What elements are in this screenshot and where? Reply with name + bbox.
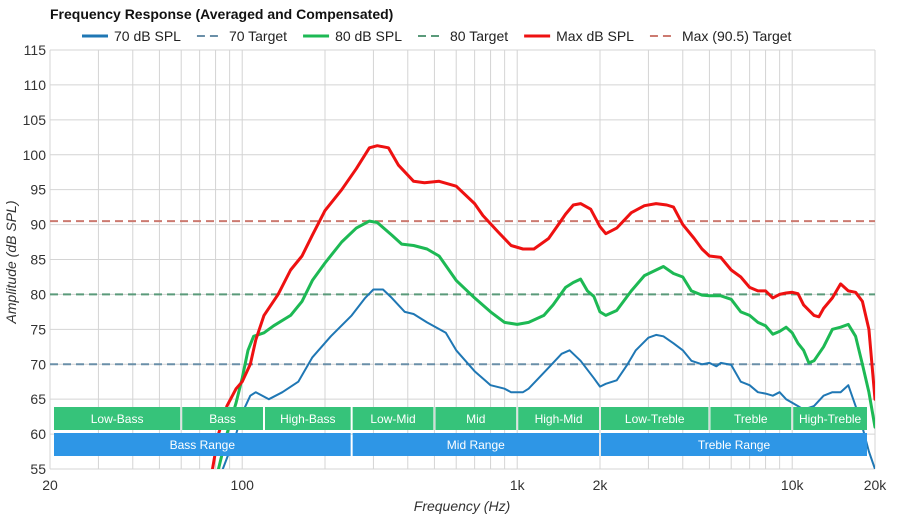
series-line [211,144,875,469]
x-tick-label: 1k [510,477,526,493]
x-tick-label: 10k [781,477,805,493]
band-block [352,407,434,430]
band-label: Bass Range [170,438,236,452]
legend-label: Max dB SPL [556,28,634,44]
band-block [54,433,351,456]
y-tick-label: 110 [24,77,47,93]
y-tick-label: 100 [23,147,47,163]
axes: 55 60 65 70 75 80 85 90 95 100 105 110 115 20 100 1k 2k 1… [23,42,888,493]
y-tick-label: 60 [30,426,46,442]
y-tick-label: 75 [30,321,46,337]
legend-label: Max (90.5) Target [682,28,792,44]
band-block [352,433,599,456]
band-block [54,407,181,430]
band-label: Low-Treble [625,412,685,426]
x-tick-label: 2k [593,477,609,493]
series-lines [211,144,875,469]
y-tick-label: 115 [24,42,47,58]
legend-label: 70 dB SPL [114,28,181,44]
band-label: Low-Bass [91,412,144,426]
x-axis-label: Frequency (Hz) [414,498,510,514]
series-line [217,219,875,469]
band-block [793,407,867,430]
band-block [518,407,599,430]
x-tick-label: 20k [864,477,888,493]
grid-lines [49,49,876,470]
chart-title: Frequency Response (Averaged and Compens… [50,6,393,22]
y-tick-label: 105 [23,112,47,128]
legend-label: 80 Target [450,28,508,44]
band-label: Mid Range [447,438,505,452]
legend-label: 80 dB SPL [335,28,402,44]
band-block [264,407,351,430]
x-tick-label: 20 [42,477,58,493]
series-line [221,288,875,469]
chart-legend: 70 dB SPL 70 Target 80 dB SPL 80 Target Max … [82,28,792,44]
y-tick-label: 85 [30,252,46,268]
y-tick-label: 95 [30,182,46,198]
band-block [601,433,867,456]
band-label: Mid [466,412,485,426]
band-label: Bass [209,412,236,426]
y-tick-label: 65 [30,391,46,407]
band-label: Treble [734,412,768,426]
y-tick-label: 70 [30,356,46,372]
band-block [435,407,517,430]
y-axis-label: Amplitude (dB SPL) [3,201,19,325]
band-block [710,407,792,430]
band-label: High-Mid [535,412,583,426]
band-label: Low-Mid [370,412,415,426]
frequency-bands: Low-Bass Bass High-Bass Low-Mid Mid High-Mid L… [54,407,867,456]
band-block [182,407,263,430]
x-tick-label: 100 [231,477,255,493]
band-label: High-Treble [799,412,862,426]
y-tick-label: 90 [30,217,46,233]
band-label: Treble Range [698,438,771,452]
band-label: High-Bass [280,412,335,426]
legend-label: 70 Target [229,28,287,44]
band-block [601,407,709,430]
y-tick-label: 80 [30,286,46,302]
target-lines [50,220,875,366]
y-tick-label: 55 [30,461,46,477]
